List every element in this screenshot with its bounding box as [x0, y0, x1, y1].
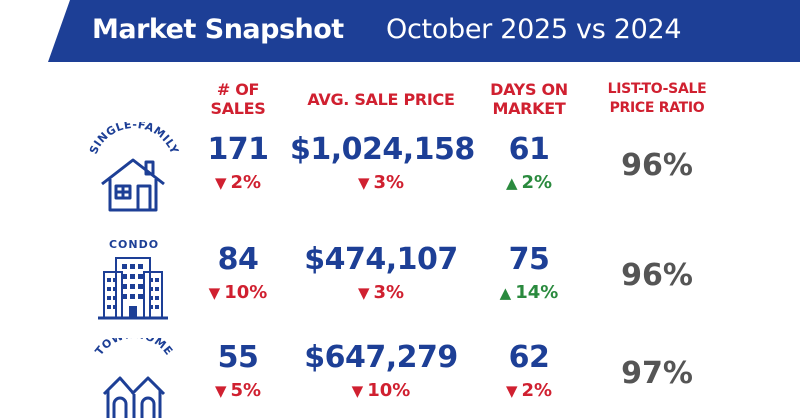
condo-building-icon: CONDO	[80, 232, 186, 326]
column-header-price: AVG. SALE PRICE	[307, 90, 455, 109]
row-type-label: CONDO	[109, 238, 159, 251]
ratio-value: 96%	[621, 148, 693, 183]
days-value: 61	[508, 132, 550, 167]
price-value: $647,279	[304, 340, 458, 375]
page-title: Market Snapshot	[92, 14, 344, 45]
sales-change: ▼ 5%	[214, 380, 262, 401]
sales-change: ▼ 2%	[214, 172, 262, 193]
row-single-family: SINGLE-FAMILY 171 ▼ 2% $1,024,158 ▼ 3% 61 …	[0, 118, 800, 218]
price-value: $474,107	[304, 242, 458, 277]
price-value: $1,024,158	[290, 132, 475, 167]
arrow-down-icon: ▼	[214, 382, 227, 400]
days-value: 75	[508, 242, 550, 277]
arrow-down-icon: ▼	[214, 174, 227, 192]
days-change: ▲ 14%	[499, 282, 559, 303]
header-banner	[48, 0, 800, 62]
arrow-up-icon: ▲	[505, 174, 518, 192]
days-change: ▲ 2%	[505, 172, 553, 193]
svg-text:SINGLE-FAMILY: SINGLE-FAMILY	[87, 122, 181, 157]
townhome-icon: TOWNHOME	[80, 328, 186, 418]
price-change: ▼ 10%	[351, 380, 411, 401]
sales-value: 171	[207, 132, 269, 167]
ratio-value: 97%	[621, 356, 693, 391]
sales-change: ▼ 10%	[208, 282, 268, 303]
arrow-down-icon: ▼	[505, 382, 518, 400]
price-change: ▼ 3%	[357, 172, 405, 193]
column-header-ratio: LIST-TO-SALE PRICE RATIO	[607, 81, 707, 116]
arrow-down-icon: ▼	[357, 174, 370, 192]
svg-text:TOWNHOME: TOWNHOME	[93, 338, 176, 358]
sales-value: 55	[217, 340, 259, 375]
ratio-value: 96%	[621, 258, 693, 293]
days-change: ▼ 2%	[505, 380, 553, 401]
days-value: 62	[508, 340, 550, 375]
arrow-down-icon: ▼	[208, 284, 221, 302]
column-header-days: DAYS ON MARKET	[490, 80, 568, 118]
arrow-down-icon: ▼	[351, 382, 364, 400]
row-type-label: SINGLE-FAMILY	[87, 118, 181, 157]
house-icon: SINGLE-FAMILY	[80, 118, 186, 216]
price-change: ▼ 3%	[357, 282, 405, 303]
row-type-label: TOWNHOME	[93, 328, 175, 358]
arrow-up-icon: ▲	[499, 284, 512, 302]
period-label: October 2025 vs 2024	[386, 14, 682, 45]
row-townhome: TOWNHOME 55 ▼5% $647,279 ▼10% 62 ▼2% 97%	[0, 328, 800, 418]
arrow-down-icon: ▼	[357, 284, 370, 302]
row-condo: CONDO 84	[0, 232, 800, 328]
sales-value: 84	[217, 242, 259, 277]
column-header-sales: # OF SALES	[210, 80, 266, 118]
